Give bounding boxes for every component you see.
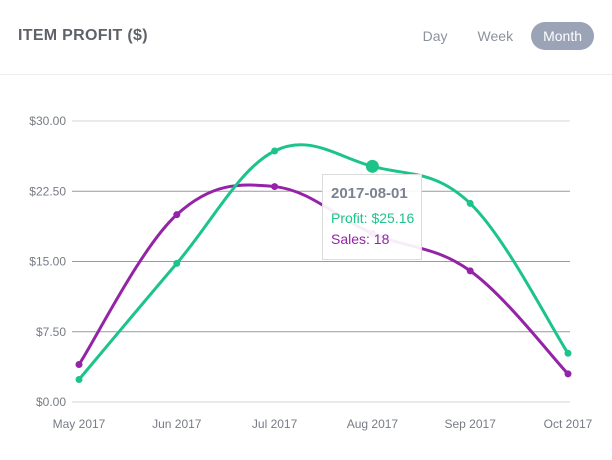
x-tick-label: Jun 2017 bbox=[152, 417, 202, 431]
x-tick-label: Sep 2017 bbox=[445, 417, 497, 431]
x-tick-label: Jul 2017 bbox=[252, 417, 298, 431]
profit-data-point[interactable] bbox=[173, 259, 181, 267]
sales-data-point[interactable] bbox=[564, 370, 572, 378]
y-tick-label: $15.00 bbox=[29, 255, 66, 269]
sales-series-line bbox=[77, 183, 570, 376]
tab-week[interactable]: Week bbox=[477, 28, 514, 44]
x-tick-label: Aug 2017 bbox=[347, 417, 399, 431]
profit-data-point[interactable] bbox=[75, 376, 83, 384]
y-tick-label: $7.50 bbox=[36, 325, 66, 339]
sales-data-point[interactable] bbox=[271, 183, 279, 191]
chart-tooltip: 2017-08-01 Profit: $25.16 Sales: 18 bbox=[322, 174, 422, 260]
sales-data-point[interactable] bbox=[173, 211, 181, 219]
card-title: ITEM PROFIT ($) bbox=[18, 27, 148, 44]
card-header: ITEM PROFIT ($) Day Week Month bbox=[0, 0, 612, 75]
x-tick-label: May 2017 bbox=[53, 417, 106, 431]
sales-data-point[interactable] bbox=[75, 361, 83, 369]
profit-data-point[interactable] bbox=[564, 349, 572, 357]
time-range-tabs: Day Week Month bbox=[411, 22, 594, 50]
profit-data-point[interactable] bbox=[271, 147, 279, 155]
tab-day[interactable]: Day bbox=[422, 28, 448, 44]
y-tick-label: $22.50 bbox=[29, 184, 66, 198]
tooltip-profit: Profit: $25.16 bbox=[331, 210, 415, 226]
profit-data-point[interactable] bbox=[365, 159, 379, 173]
profit-data-point[interactable] bbox=[466, 199, 474, 207]
y-tick-label: $30.00 bbox=[29, 114, 66, 128]
x-tick-label: Oct 2017 bbox=[544, 417, 593, 431]
tooltip-sales: Sales: 18 bbox=[331, 231, 390, 247]
tab-month[interactable]: Month bbox=[531, 22, 594, 50]
profit-series-line bbox=[77, 143, 570, 382]
sales-data-point[interactable] bbox=[466, 267, 474, 275]
tooltip-date: 2017-08-01 bbox=[331, 185, 408, 202]
y-tick-label: $0.00 bbox=[36, 395, 66, 409]
